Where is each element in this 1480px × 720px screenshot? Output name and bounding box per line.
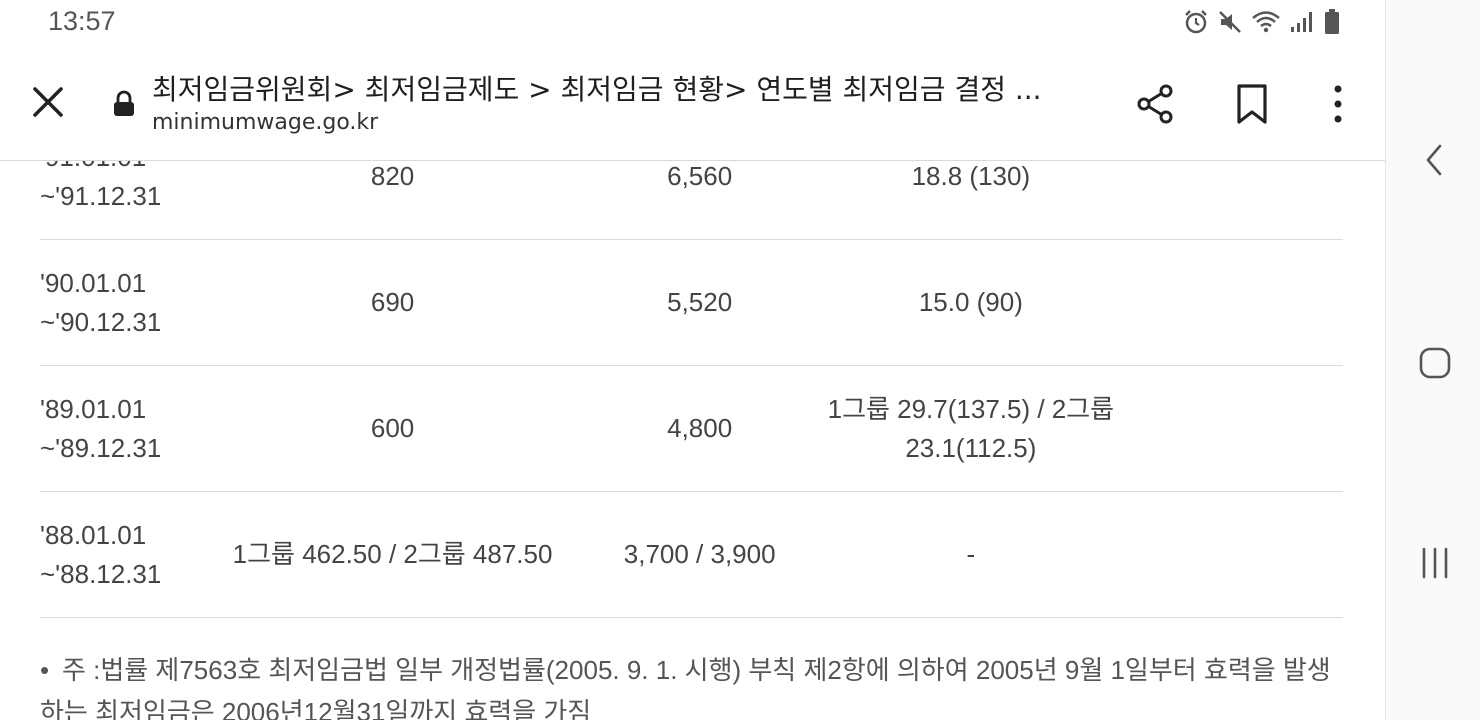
bookmark-icon[interactable]	[1232, 82, 1272, 126]
period-start: '89.01.01	[40, 393, 147, 424]
system-nav-bar	[1385, 0, 1480, 720]
empty-cell	[1166, 161, 1343, 240]
table-row: '89.01.01 ~'89.12.31 600 4,800 1그룹 29.7(…	[40, 365, 1343, 492]
close-icon[interactable]	[28, 82, 68, 122]
minimum-wage-table: '91.01.01 ~'91.12.31 820 6,560 18.8 (130…	[40, 161, 1343, 618]
home-icon[interactable]	[1418, 346, 1452, 380]
period-end: ~'88.12.31	[40, 558, 162, 589]
status-bar: 13:57	[0, 0, 1385, 48]
period-cell: '88.01.01 ~'88.12.31	[40, 491, 162, 618]
period-end: ~'89.12.31	[40, 432, 162, 463]
rate-cell: 18.8 (130)	[775, 161, 1167, 240]
signal-icon	[1289, 9, 1315, 35]
period-cell: '89.01.01 ~'89.12.31	[40, 365, 162, 492]
hourly-wage-cell: 1그룹 462.50 / 2그룹 487.50	[161, 491, 624, 618]
empty-cell	[1166, 365, 1343, 492]
period-start: '91.01.01	[40, 161, 161, 177]
table-row: '91.01.01 ~'91.12.31 820 6,560 18.8 (130…	[40, 161, 1343, 240]
footnote-bullet: •	[40, 655, 50, 685]
empty-cell	[1166, 491, 1343, 618]
status-time: 13:57	[48, 6, 116, 36]
period-cell: '90.01.01 ~'90.12.31	[40, 239, 162, 366]
footnote: • 주 :법률 제7563호 최저임금법 일부 개정법률(2005. 9. 1. …	[40, 649, 1340, 720]
table-row: '88.01.01 ~'88.12.31 1그룹 462.50 / 2그룹 48…	[40, 491, 1343, 618]
daily-wage-cell: 6,560	[623, 161, 776, 240]
daily-wage-cell: 5,520	[623, 239, 776, 366]
period-start: '88.01.01	[40, 519, 147, 550]
daily-wage-cell: 3,700 / 3,900	[623, 491, 776, 618]
period-start: '90.01.01	[40, 267, 147, 298]
period-end: ~'90.12.31	[40, 306, 162, 337]
page-title[interactable]: 최저임금위원회> 최저임금제도 > 최저임금 현황> 연도별 최저임금 결정 .…	[152, 73, 1042, 106]
period-cell: '91.01.01 ~'91.12.31	[40, 161, 162, 240]
period-end: ~'91.12.31	[40, 180, 162, 211]
more-vert-icon[interactable]	[1322, 82, 1354, 126]
page-url[interactable]: minimumwage.go.kr	[152, 110, 379, 135]
custom-tab-toolbar: 최저임금위원회> 최저임금제도 > 최저임금 현황> 연도별 최저임금 결정 .…	[0, 48, 1385, 161]
battery-icon	[1323, 8, 1341, 36]
share-icon[interactable]	[1134, 82, 1178, 126]
hourly-wage-cell: 600	[161, 365, 624, 492]
footnote-text: 주 :법률 제7563호 최저임금법 일부 개정법률(2005. 9. 1. 시…	[40, 655, 1331, 720]
page-content: '91.01.01 ~'91.12.31 820 6,560 18.8 (130…	[0, 161, 1385, 720]
alarm-icon	[1183, 9, 1209, 35]
rate-cell: 1그룹 29.7(137.5) / 2그룹 23.1(112.5)	[775, 365, 1167, 492]
recent-apps-icon[interactable]	[1418, 546, 1452, 580]
browser-view: 13:57	[0, 0, 1385, 720]
status-icons	[1183, 8, 1341, 36]
hourly-wage-cell: 690	[161, 239, 624, 366]
lock-icon	[112, 90, 136, 118]
hourly-wage-cell: 820	[161, 161, 624, 240]
rate-cell: 15.0 (90)	[775, 239, 1167, 366]
table-row: '90.01.01 ~'90.12.31 690 5,520 15.0 (90)	[40, 239, 1343, 366]
wifi-icon	[1251, 9, 1281, 35]
mute-icon	[1217, 9, 1243, 35]
daily-wage-cell: 4,800	[623, 365, 776, 492]
empty-cell	[1166, 239, 1343, 366]
rate-cell: -	[775, 491, 1167, 618]
back-icon[interactable]	[1422, 142, 1446, 178]
